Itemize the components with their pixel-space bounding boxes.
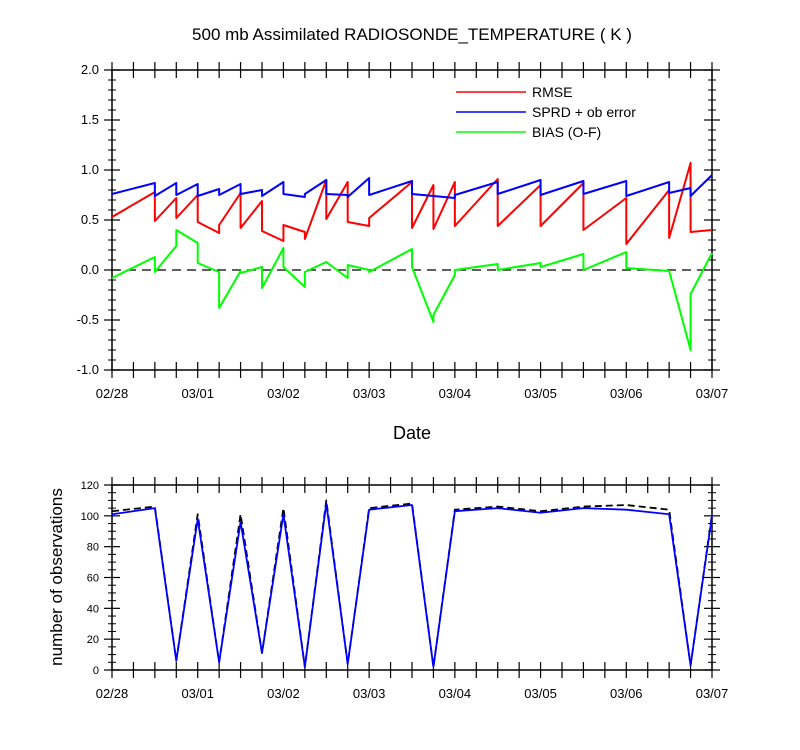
y-tick-label: 1.5 bbox=[81, 112, 99, 127]
x-tick-label: 03/07 bbox=[696, 686, 729, 701]
y-tick-label: -1.0 bbox=[77, 362, 99, 377]
x-tick-label: 03/02 bbox=[267, 386, 300, 401]
x-tick-label: 03/05 bbox=[524, 386, 557, 401]
x-tick-label: 03/06 bbox=[610, 686, 643, 701]
legend: RMSE SPRD + ob error BIAS (O-F) bbox=[456, 84, 636, 140]
series-line-rmse bbox=[111, 162, 713, 245]
top-y-tick-labels: -1.0 -0.5 0.0 0.5 1.0 1.5 2.0 bbox=[77, 62, 99, 377]
bottom-tick-marks bbox=[104, 477, 720, 678]
y-tick-label: 100 bbox=[81, 511, 99, 523]
series-line-bias-o-f bbox=[111, 229, 713, 351]
y-tick-label: 40 bbox=[87, 603, 99, 615]
y-tick-label: 20 bbox=[87, 634, 99, 646]
x-tick-label: 03/02 bbox=[267, 686, 300, 701]
y-tick-label: 2.0 bbox=[81, 62, 99, 77]
bottom-plot-frame bbox=[111, 484, 713, 671]
bottom-y-axis-label: number of observations bbox=[47, 488, 66, 666]
bottom-series-lines bbox=[111, 499, 713, 668]
legend-label-rmse: RMSE bbox=[532, 84, 572, 100]
top-tick-marks bbox=[104, 62, 720, 378]
top-x-axis-label: Date bbox=[393, 423, 431, 443]
x-tick-label: 03/04 bbox=[439, 386, 472, 401]
x-tick-label: 03/06 bbox=[610, 386, 643, 401]
x-tick-label: 03/07 bbox=[696, 386, 729, 401]
y-tick-label: 120 bbox=[81, 480, 99, 492]
x-tick-label: 03/01 bbox=[181, 386, 214, 401]
series-line-assimilated-observations bbox=[111, 502, 713, 668]
y-tick-label: 1.0 bbox=[81, 162, 99, 177]
legend-label-bias: BIAS (O-F) bbox=[532, 124, 601, 140]
series-line-sprd-ob-error bbox=[111, 174, 713, 199]
y-tick-label: -0.5 bbox=[77, 312, 99, 327]
x-tick-label: 03/01 bbox=[181, 686, 214, 701]
y-tick-label: 80 bbox=[87, 542, 99, 554]
y-tick-label: 60 bbox=[87, 573, 99, 585]
x-tick-label: 02/28 bbox=[96, 686, 129, 701]
x-tick-label: 03/03 bbox=[353, 386, 386, 401]
y-tick-label: 0.0 bbox=[81, 262, 99, 277]
x-tick-label: 03/03 bbox=[353, 686, 386, 701]
top-chart-title: 500 mb Assimilated RADIOSONDE_TEMPERATUR… bbox=[192, 25, 632, 44]
legend-label-sprd: SPRD + ob error bbox=[532, 104, 636, 120]
bottom-y-tick-labels: 0 20 40 60 80 100 120 bbox=[81, 480, 99, 677]
top-x-tick-labels: 02/28 03/01 03/02 03/03 03/04 03/05 03/06 03/07 bbox=[96, 386, 729, 401]
x-tick-label: 03/05 bbox=[524, 686, 557, 701]
x-tick-label: 03/04 bbox=[439, 686, 472, 701]
x-tick-label: 02/28 bbox=[96, 386, 129, 401]
bottom-x-tick-labels: 02/28 03/01 03/02 03/03 03/04 03/05 03/06 03/07 bbox=[96, 686, 729, 701]
y-tick-label: 0.5 bbox=[81, 212, 99, 227]
top-series-lines bbox=[111, 162, 713, 351]
series-line-possible-observations bbox=[111, 499, 713, 668]
y-tick-label: 0 bbox=[93, 665, 99, 677]
